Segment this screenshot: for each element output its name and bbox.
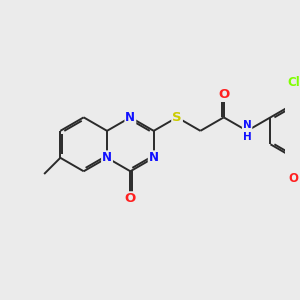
Text: O: O: [218, 88, 230, 101]
Text: N
H: N H: [243, 120, 251, 142]
Text: Cl: Cl: [287, 76, 300, 89]
Text: S: S: [172, 111, 182, 124]
Text: O: O: [289, 172, 299, 184]
Text: N: N: [125, 111, 135, 124]
Text: N: N: [149, 151, 159, 164]
Text: O: O: [125, 192, 136, 205]
Text: N: N: [102, 151, 112, 164]
